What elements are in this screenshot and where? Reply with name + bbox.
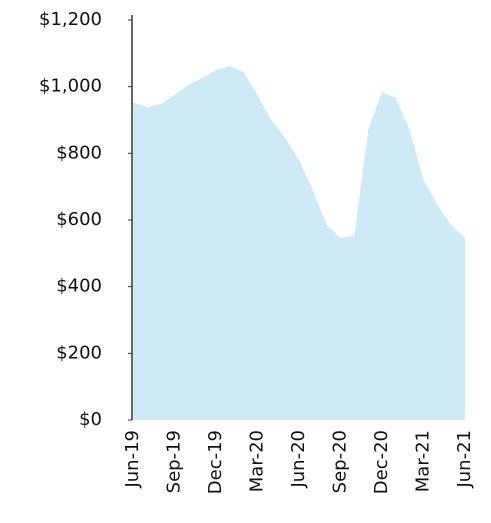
x-tick-label: Dec-20 bbox=[371, 430, 392, 494]
y-tick-label: $800 bbox=[56, 142, 102, 163]
y-tick-label: $0 bbox=[79, 409, 102, 430]
x-tick-label: Jun-19 bbox=[122, 430, 143, 489]
x-tick-label: Dec-19 bbox=[205, 430, 226, 494]
y-tick-label: $1,000 bbox=[39, 76, 102, 97]
x-tick-label: Jun-20 bbox=[288, 430, 309, 489]
y-tick-label: $200 bbox=[56, 342, 102, 363]
y-tick-label: $1,200 bbox=[39, 9, 102, 30]
x-tick-label: Mar-20 bbox=[247, 430, 268, 492]
area bbox=[133, 66, 465, 420]
x-tick-label: Sep-19 bbox=[164, 430, 185, 493]
x-tick-label: Jun-21 bbox=[454, 430, 475, 489]
x-tick-label: Mar-21 bbox=[413, 430, 434, 492]
x-tick-label: Sep-20 bbox=[330, 430, 351, 493]
y-tick-label: $600 bbox=[56, 209, 102, 230]
y-tick-label: $400 bbox=[56, 276, 102, 297]
